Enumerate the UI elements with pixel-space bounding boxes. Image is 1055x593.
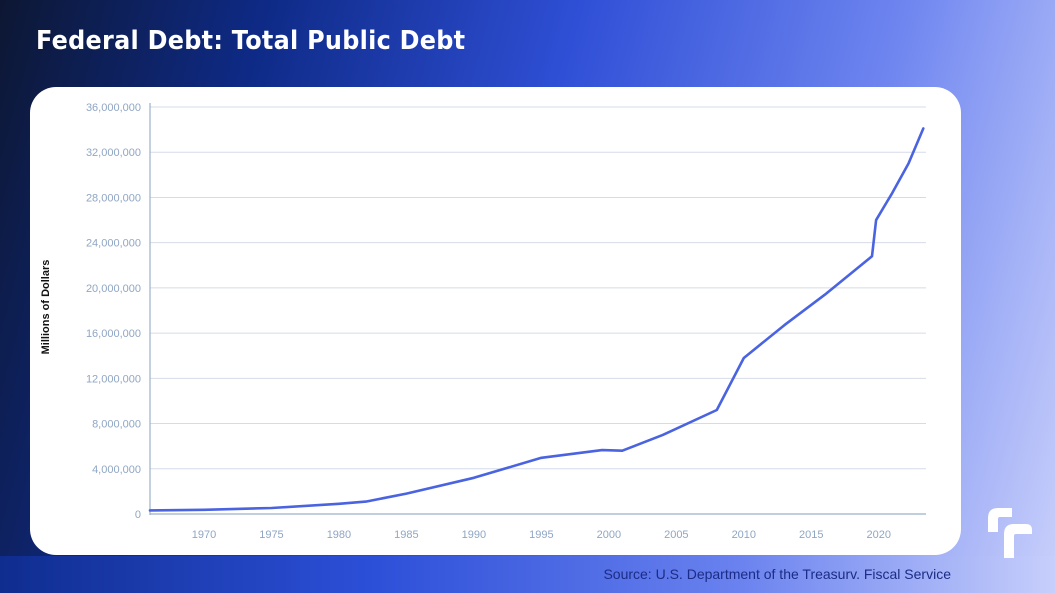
x-tick-label: 2000 xyxy=(597,529,621,541)
x-tick-label: 1975 xyxy=(259,529,283,541)
x-tick-label: 1990 xyxy=(462,529,486,541)
y-tick-label: 28,000,000 xyxy=(86,192,141,204)
y-tick-label: 36,000,000 xyxy=(86,102,141,114)
y-tick-label: 32,000,000 xyxy=(86,147,141,159)
page-title: Federal Debt: Total Public Debt xyxy=(36,26,466,56)
y-axis-label: Millions of Dollars xyxy=(40,260,52,355)
x-tick-label: 2010 xyxy=(732,529,756,541)
x-tick-label: 1995 xyxy=(529,529,553,541)
bottom-band xyxy=(0,556,1055,593)
y-tick-label: 16,000,000 xyxy=(86,328,141,340)
y-tick-label: 24,000,000 xyxy=(86,238,141,250)
series-layer xyxy=(148,127,925,512)
x-tick-label: 2015 xyxy=(799,529,823,541)
chart-card: 0 4,000,000 8,000,000 12,000,000 16,000,000 2… xyxy=(30,87,961,555)
y-tick-label: 12,000,000 xyxy=(86,373,141,385)
grid-layer xyxy=(150,106,926,470)
y-tick-label: 0 xyxy=(135,509,141,521)
x-tick-label: 1970 xyxy=(192,529,216,541)
x-tick-label: 1980 xyxy=(327,529,351,541)
y-tick-label: 8,000,000 xyxy=(92,419,141,431)
y-tick-label: 20,000,000 xyxy=(86,283,141,295)
x-tick-label: 2005 xyxy=(664,529,688,541)
source-note: Source: U.S. Department of the Treasurv.… xyxy=(603,566,951,582)
line-chart: 0 4,000,000 8,000,000 12,000,000 16,000,000 2… xyxy=(40,102,926,541)
series-line xyxy=(148,127,925,512)
tick-layer: 0 4,000,000 8,000,000 12,000,000 16,000,000 2… xyxy=(86,102,891,541)
x-tick-label: 1985 xyxy=(394,529,418,541)
x-tick-label: 2020 xyxy=(867,529,891,541)
brand-logo-icon xyxy=(988,508,1032,558)
y-tick-label: 4,000,000 xyxy=(92,464,141,476)
axis-layer xyxy=(149,103,926,515)
